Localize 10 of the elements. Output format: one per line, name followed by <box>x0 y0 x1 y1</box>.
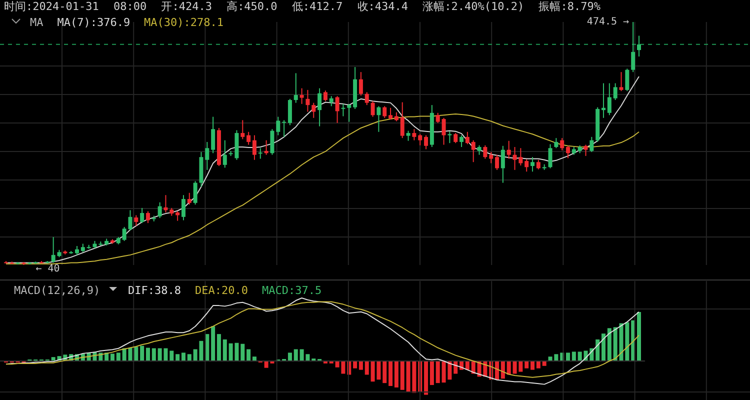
annotation: 474.5 → <box>586 16 630 28</box>
legend-title: MACD(12,26,9) <box>14 284 100 297</box>
annotation: ← 40 <box>36 264 60 274</box>
text: DIF:38.8 <box>128 284 182 297</box>
chart-title: 时间:2024-01-31 08:00 开:424.3 高:450.0 低:412.7 收:434.4 涨幅:2.40%(10.2) 振幅:8.79% <box>4 0 601 13</box>
legend-title: MA <box>30 16 44 29</box>
text: MA(30):278.1 <box>144 16 224 29</box>
text: MA(7):376.9 <box>57 16 130 29</box>
text: MACD:37.5 <box>262 284 322 297</box>
series-label: DEA:20.0 <box>195 284 248 297</box>
